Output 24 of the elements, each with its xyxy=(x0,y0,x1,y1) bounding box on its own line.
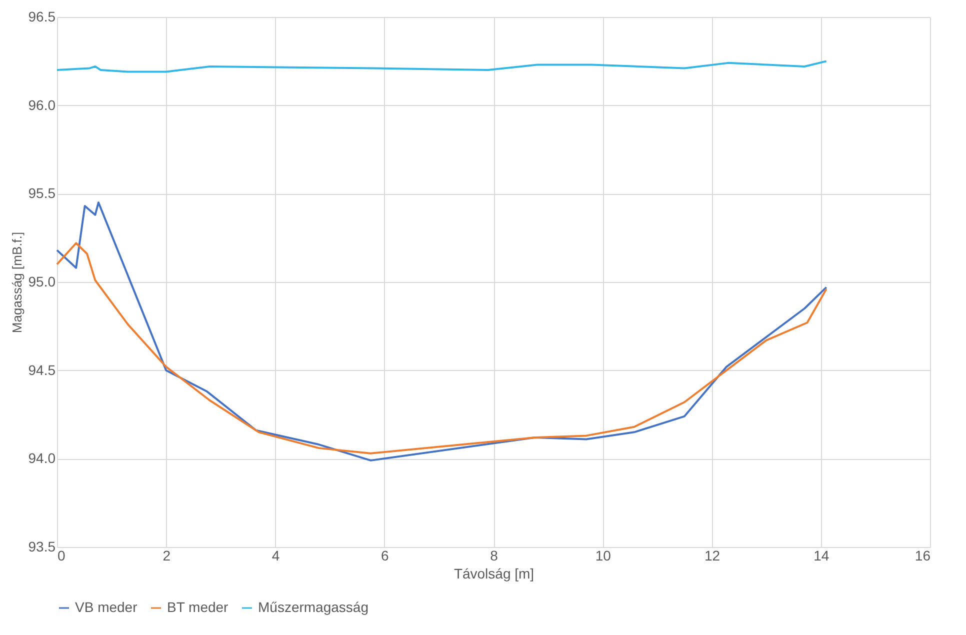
x-axis-title: Távolság [m] xyxy=(454,566,534,582)
legend-label: BT meder xyxy=(167,599,229,615)
y-axis-title: Magasság [mB.f.] xyxy=(9,232,24,334)
legend-label: Műszermagasság xyxy=(258,599,368,615)
x-tick-label: 10 xyxy=(595,548,612,564)
y-tick-label: 95.0 xyxy=(28,274,56,290)
y-tick-label: 96.0 xyxy=(28,96,56,113)
line-series xyxy=(56,242,828,454)
x-tick-label: 0 xyxy=(58,548,66,564)
x-tick-label: 14 xyxy=(814,548,830,564)
y-tick-label: 93.5 xyxy=(28,538,56,554)
x-tick-label: 12 xyxy=(704,548,720,564)
y-tick-label: 96.5 xyxy=(28,8,56,24)
x-tick-label: 4 xyxy=(272,548,280,564)
x-tick-label: 2 xyxy=(162,548,171,564)
y-tick-label: 94.5 xyxy=(28,362,56,378)
x-tick-label: 8 xyxy=(490,548,498,564)
line-series xyxy=(56,60,828,73)
line-series xyxy=(56,202,828,462)
y-tick-label: 94.0 xyxy=(28,450,56,466)
y-tick-label: 95.5 xyxy=(28,185,56,202)
x-tick-label: 16 xyxy=(914,548,931,564)
x-tick-label: 6 xyxy=(380,548,389,564)
legend-label: VB meder xyxy=(75,599,138,615)
